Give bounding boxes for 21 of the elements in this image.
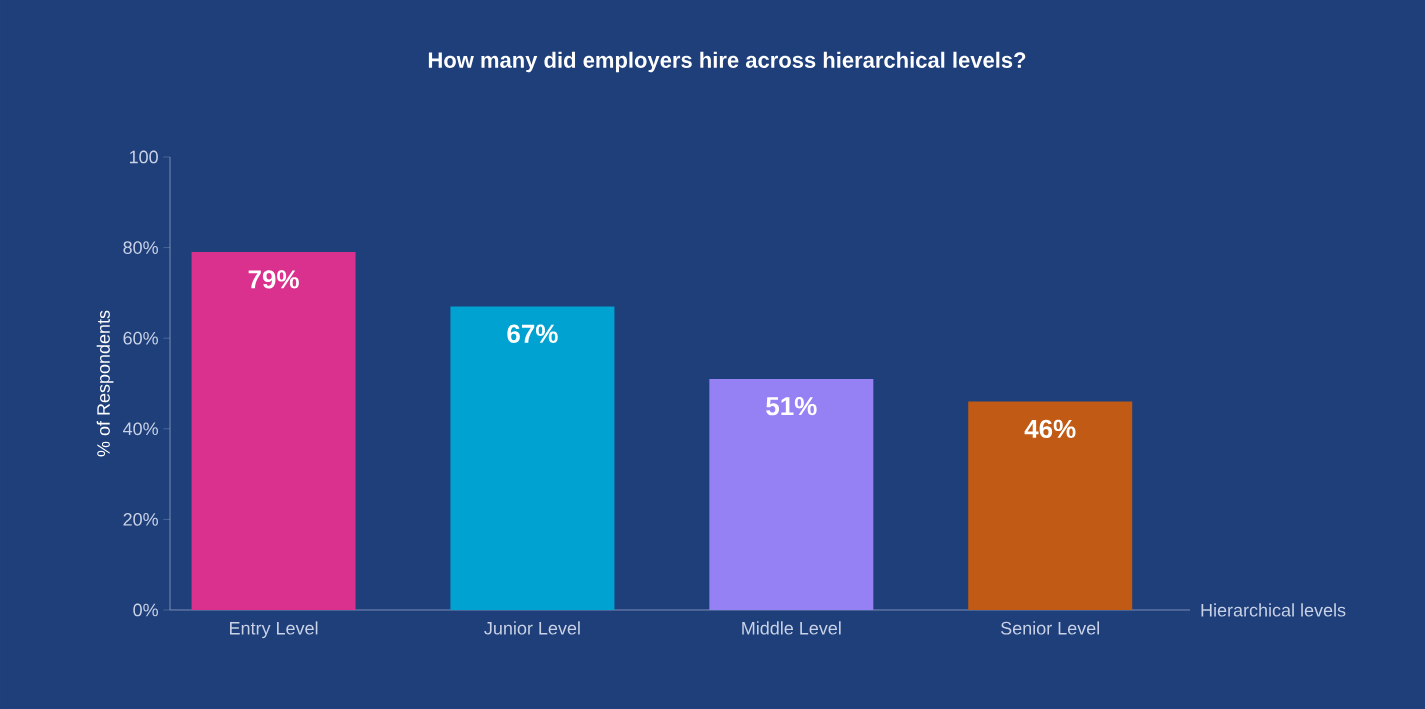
x-axis-title: Hierarchical levels (1201, 603, 1346, 617)
data-label: 46% (1024, 419, 1076, 439)
bar (191, 252, 356, 610)
y-tick-label: 20% (123, 513, 158, 526)
y-tick-label: 100 (129, 150, 158, 164)
bar (709, 378, 874, 610)
data-label: 51% (766, 397, 817, 416)
y-tick-label: 40% (123, 422, 158, 436)
data-label: 79% (248, 270, 299, 289)
chart-title: How many did employers hire across hierarchical levels? (428, 51, 1026, 73)
data-label: 67% (507, 324, 558, 343)
bar (450, 306, 615, 610)
y-tick-label: 60% (123, 331, 158, 345)
bar (968, 401, 1133, 610)
y-tick-label: 0% (133, 603, 158, 617)
x-tick-label: Junior Level (484, 621, 580, 635)
x-tick-label: Senior Level (1000, 621, 1100, 635)
y-axis-title: % of Respondents (96, 310, 114, 457)
y-tick-label: 80% (123, 241, 158, 254)
x-tick-label: Entry Level (230, 621, 318, 639)
x-tick-label: Middle Level (742, 621, 841, 635)
